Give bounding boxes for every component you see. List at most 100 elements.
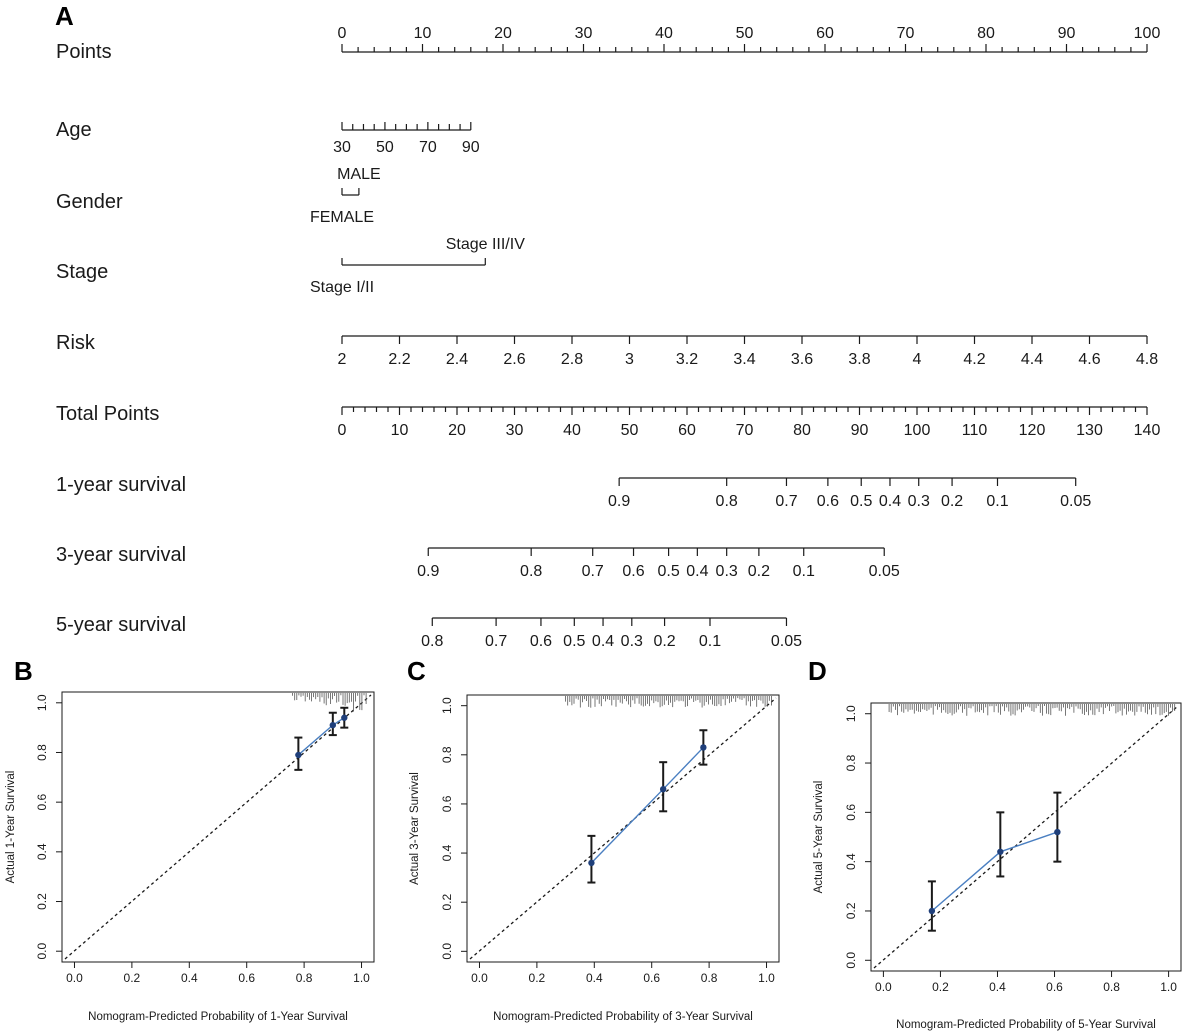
calibration-point-1 [587, 834, 596, 884]
tick-label: 50 [376, 139, 394, 156]
ideal-line [469, 697, 777, 960]
row-label: Stage [56, 261, 108, 283]
panel-label: C [407, 656, 426, 686]
data-point [588, 859, 595, 867]
tick-label: 20 [448, 422, 466, 439]
tick-label: 90 [851, 422, 869, 439]
data-point [329, 721, 337, 729]
y-tick-label: 1.0 [844, 705, 858, 722]
data-point [1054, 828, 1061, 836]
tick-label: 10 [391, 422, 409, 439]
y-tick-label: 0.4 [844, 853, 858, 870]
y-axis-label: Actual 1-Year Survival [5, 771, 17, 884]
tick-label: 4.6 [1078, 351, 1100, 368]
tick-label: 0.9 [417, 563, 439, 580]
tick-label: 90 [1058, 25, 1076, 42]
calibration-panel-b: B 0.0 0.2 0.4 0.6 0.8 1.0 0.0 0.2 0.4 0.6 0.8 1.0 Nom… [5, 656, 375, 1023]
x-tick-label: 0.4 [586, 971, 603, 985]
x-tick-label: 0.6 [1046, 980, 1063, 994]
plot-frame [61, 691, 375, 963]
x-tick-label: 0.8 [701, 971, 718, 985]
tick-label: 60 [816, 25, 834, 42]
nomogram-row-s5: 5-year survival 0.8 0.7 0.6 0.5 0.4 0.3 0.2 0.1 0… [56, 614, 802, 650]
x-tick-label: 0.4 [181, 971, 198, 985]
row-label: Points [56, 41, 112, 63]
tick-label: 0.05 [771, 633, 802, 650]
nomogram-row-gender: Gender MALE FEMALE [56, 166, 381, 226]
tick-label: 110 [962, 422, 988, 439]
x-axis-label: Nomogram-Predicted Probability of 5-Year… [896, 1019, 1156, 1031]
x-axis-label: Nomogram-Predicted Probability of 1-Year… [88, 1011, 348, 1023]
tick-label: 0.6 [530, 633, 552, 650]
tick-label: 2.4 [446, 351, 468, 368]
calibration-panel-c: C 0.0 0.2 0.4 0.6 0.8 1.0 0.0 0.2 0.4 0.6 0.8 1.0 Nom… [407, 656, 780, 1023]
prediction-rug [292, 693, 367, 712]
y-tick-label: 0.2 [844, 902, 858, 919]
nomogram-row-points: Points 0 10 20 30 40 50 60 70 80 90 100 [56, 25, 1160, 63]
tick-label: 0.4 [592, 633, 614, 650]
tick-label: 4 [913, 351, 922, 368]
x-tick-label: 0.0 [875, 980, 892, 994]
y-tick-label: 0.4 [440, 844, 454, 861]
plot-frame [870, 702, 1182, 972]
x-tick-label: 0.8 [1103, 980, 1120, 994]
tick-label: 0.8 [716, 493, 738, 510]
tick-label: 3.8 [848, 351, 870, 368]
tick-label: 3.4 [733, 351, 755, 368]
tick-label: 0.7 [775, 493, 797, 510]
x-tick-label: 0.4 [989, 980, 1006, 994]
y-tick-label: 0.6 [844, 804, 858, 821]
tick-label: 130 [1076, 422, 1103, 439]
x-tick-label: 1.0 [1160, 980, 1177, 994]
calibration-point-2 [996, 811, 1005, 878]
tick-label: 0.05 [869, 563, 900, 580]
tick-label: 70 [419, 139, 437, 156]
data-point [700, 744, 707, 751]
plot-frame [466, 694, 780, 963]
tick-label: 40 [563, 422, 581, 439]
x-tick-label: 0.6 [238, 971, 255, 985]
calibration-point-1 [927, 880, 936, 932]
row-label: 3-year survival [56, 544, 186, 566]
tick-label: 2 [338, 351, 347, 368]
y-axis-label: Actual 5-Year Survival [813, 781, 825, 894]
x-axis-label: Nomogram-Predicted Probability of 3-Year… [493, 1011, 753, 1023]
y-tick-label: 1.0 [440, 697, 454, 714]
x-tick-label: 0.2 [124, 971, 141, 985]
x-tick-label: 0.8 [296, 971, 313, 985]
tick-label: 0.3 [908, 493, 930, 510]
panel-label: B [14, 656, 33, 686]
tick-label: 70 [736, 422, 754, 439]
tick-label: 30 [575, 25, 593, 42]
y-tick-label: 0.0 [844, 952, 858, 969]
tick-label: 0.4 [879, 493, 901, 510]
tick-label: 0.2 [748, 563, 770, 580]
nomogram-row-stage: Stage Stage III/IV Stage I/II [56, 236, 525, 296]
tick-label: 0.1 [699, 633, 721, 650]
nomogram-row-risk: Risk 2 2.2 2.4 2.6 2.8 3 3.2 3.4 3.6 3.8 4 4.2 4.4 4.6… [56, 332, 1158, 368]
tick-label: 80 [977, 25, 995, 42]
x-tick-label: 0.0 [66, 971, 83, 985]
tick-label: 3.6 [791, 351, 813, 368]
tick-label: 0.2 [653, 633, 675, 650]
tick-label: 2.2 [388, 351, 410, 368]
x-tick-label: 1.0 [758, 971, 775, 985]
tick-label: 0.3 [716, 563, 738, 580]
data-point [928, 907, 936, 915]
panel-label-a: A [55, 1, 74, 31]
tick-label: 60 [678, 422, 696, 439]
y-axis-label: Actual 3-Year Survival [409, 772, 421, 885]
tick-label: 0.4 [686, 563, 708, 580]
data-point [659, 785, 667, 793]
y-tick-label: 0.6 [440, 795, 454, 812]
nomogram-row-s1: 1-year survival 0.9 0.8 0.7 0.6 0.5 0.4 0.3 0.2 0… [56, 474, 1091, 510]
y-tick-label: 1.0 [35, 694, 49, 711]
tick-label: 80 [793, 422, 811, 439]
y-tick-label: 0.2 [440, 894, 454, 911]
calibration-line [590, 746, 704, 864]
tick-label: 0.8 [520, 563, 542, 580]
y-tick-label: 0.8 [844, 754, 858, 771]
tick-label: 90 [462, 139, 480, 156]
tick-label: 0.1 [986, 493, 1008, 510]
